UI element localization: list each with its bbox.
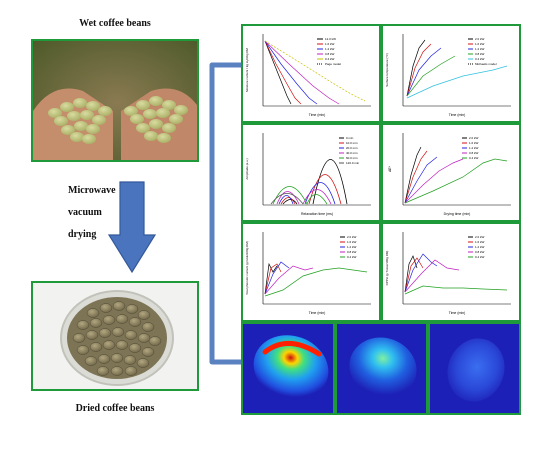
surface-temp-legend-3: 0.8 kW [475,52,485,56]
surface-temp-chart: Surface temperature (°C) Time (min) 2.0 … [385,34,511,117]
phenolic-ylabel: Total phenolic content (g GAE/100g DM) [245,241,249,295]
phenolic-legend-3: 0.8 kW [347,250,357,254]
lf-nmr-chart-panel: Amplitude (a.u.) Relaxation time (ms) 0 … [241,123,381,222]
dpph-chart: DPPH (g Trolox/100g DM) Time (min) 2.0 k… [385,232,511,315]
color-change-ylabel: ΔE* [388,165,392,172]
down-arrow-icon [107,181,157,274]
color-change-legend-4: 0.4 kW [469,156,479,160]
color-change-legend-1: 1.6 kW [469,141,479,145]
color-change-legend-0: 2.0 kW [469,136,479,140]
color-change-legend-2: 1.2 kW [469,146,479,150]
heatmap-image-1 [243,324,333,413]
lf-nmr-legend-2: 20.0 min [346,146,358,150]
lf-nmr-legend-3: 40.0 min [346,151,358,155]
color-change-xlabel: Drying time (min) [444,212,471,216]
dpph-legend-1: 1.6 kW [475,240,485,244]
moisture-legend-4: 0.4 kW [325,57,335,61]
bracket-connector [209,62,242,365]
moisture-legend-2: 1.2 kW [325,47,335,51]
phenolic-chart: Total phenolic content (g GAE/100g DM) T… [245,232,371,315]
color-change-legend-3: 0.8 kW [469,151,479,155]
moisture-ylabel: Moisture content / kg H₂O/kg DM [245,48,249,92]
dpph-ylabel: DPPH (g Trolox/100g DM) [385,251,389,286]
phenolic-legend-0: 2.0 kW [347,235,357,239]
surface-temp-legend-0: 2.0 kW [475,37,485,41]
heatmap-panel-3 [428,322,521,415]
moisture-xlabel: Time (min) [309,113,326,117]
moisture-legend-0: 12.0 kW [325,37,336,41]
surface-temp-legend-2: 1.2 kW [475,47,485,51]
surface-temp-ylabel: Surface temperature (°C) [385,53,389,87]
surface-temp-chart-panel: Surface temperature (°C) Time (min) 2.0 … [381,24,521,123]
wet-beans-title: Wet coffee beans [79,18,151,29]
dried-beans-illustration [33,283,197,389]
color-change-chart: ΔE* Drying time (min) 2.0 kW 1.6 kW 1.2 … [388,133,511,216]
dpph-xlabel: Time (min) [449,311,466,315]
lf-nmr-legend-4: 60.0 min [346,156,358,160]
wet-beans-illustration [33,41,197,160]
moisture-legend-3: 0.8 kW [325,52,335,56]
process-label-line3: drying [68,229,97,240]
process-label: Microwave vacuum drying [68,180,148,246]
dpph-legend-4: 0.4 kW [475,255,485,259]
dried-beans-title: Dried coffee beans [75,403,155,414]
heatmap-panel-1 [241,322,335,415]
lf-nmr-xlabel: Relaxation time (ms) [301,212,333,216]
moisture-chart-panel: Moisture content / kg H₂O/kg DM Time (mi… [241,24,381,123]
color-change-chart-panel: ΔE* Drying time (min) 2.0 kW 1.6 kW 1.2 … [381,123,521,222]
phenolic-legend-1: 1.6 kW [347,240,357,244]
moisture-legend-5: Page model [325,62,341,66]
surface-temp-legend-4: 0.4 kW [475,57,485,61]
wet-beans-photo [31,39,199,162]
heatmap-image-2 [337,324,426,413]
moisture-chart: Moisture content / kg H₂O/kg DM Time (mi… [245,34,371,117]
phenolic-chart-panel: Total phenolic content (g GAE/100g DM) T… [241,222,381,322]
lf-nmr-ylabel: Amplitude (a.u.) [245,158,249,179]
process-label-line1: Microwave [68,185,116,196]
surface-temp-xlabel: Time (min) [449,113,466,117]
phenolic-legend-4: 0.4 kW [347,255,357,259]
phenolic-xlabel: Time (min) [309,311,326,315]
dpph-legend-2: 1.2 kW [475,245,485,249]
lf-nmr-legend-0: 0 min [346,136,354,140]
surface-temp-legend-1: 1.6 kW [475,42,485,46]
dpph-legend-0: 2.0 kW [475,235,485,239]
surface-temp-legend-5: Michaelis model [475,62,497,66]
heatmap-image-3 [430,324,519,413]
dpph-legend-3: 0.8 kW [475,250,485,254]
phenolic-legend-2: 1.2 kW [347,245,357,249]
lf-nmr-legend-1: 10.0 min [346,141,358,145]
dried-beans-photo [31,281,199,391]
heatmap-panel-2 [335,322,428,415]
dpph-chart-panel: DPPH (g Trolox/100g DM) Time (min) 2.0 k… [381,222,521,322]
lf-nmr-chart: Amplitude (a.u.) Relaxation time (ms) 0 … [245,133,371,216]
lf-nmr-legend-5: 120.0 min [346,161,360,165]
process-label-line2: vacuum [68,207,102,218]
moisture-legend-1: 1.6 kW [325,42,335,46]
